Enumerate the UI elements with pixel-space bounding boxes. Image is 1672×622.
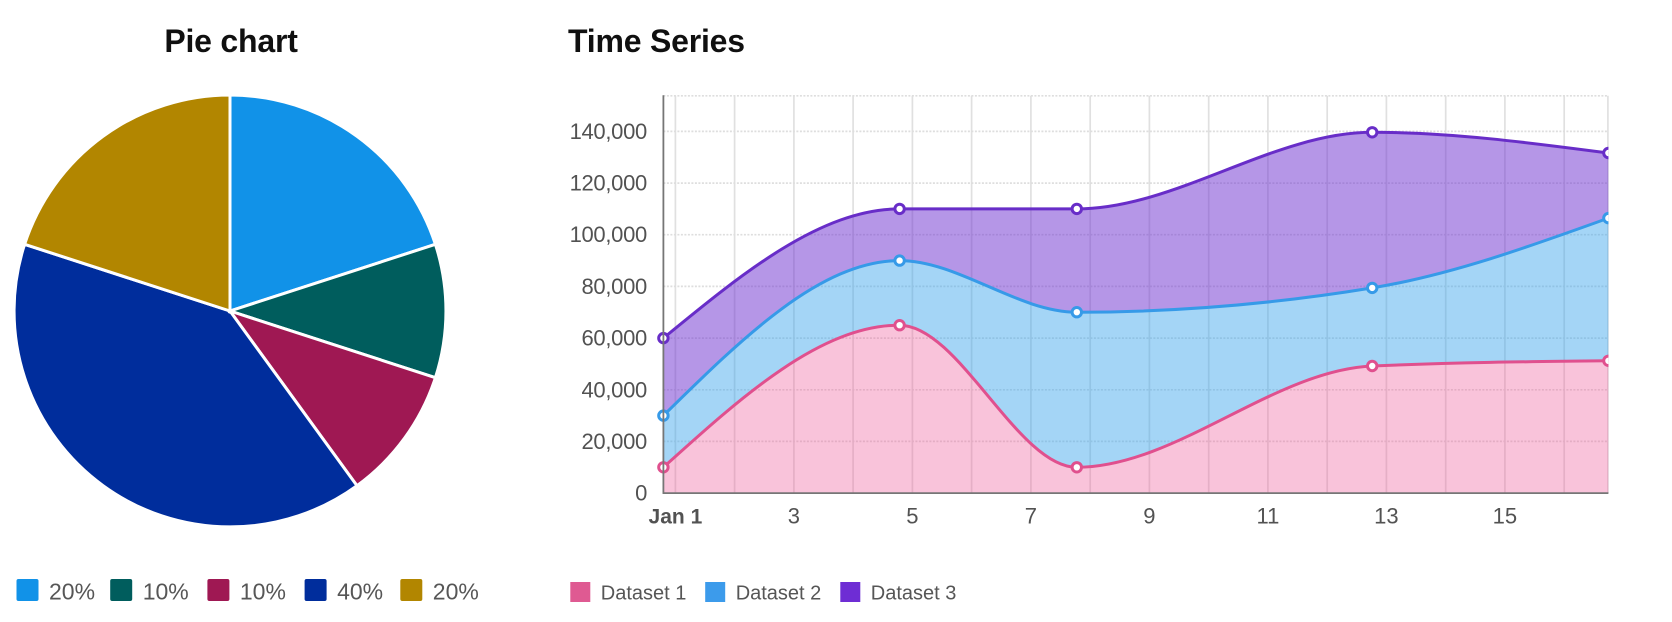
svg-text:5: 5 (906, 504, 918, 529)
svg-text:80,000: 80,000 (582, 274, 648, 299)
svg-text:20%: 20% (433, 579, 479, 605)
svg-text:60,000: 60,000 (582, 326, 648, 351)
svg-text:0: 0 (635, 481, 647, 506)
svg-text:3: 3 (788, 504, 800, 529)
svg-text:Jan 1: Jan 1 (649, 506, 703, 529)
svg-text:10%: 10% (240, 579, 286, 605)
svg-text:120,000: 120,000 (570, 171, 647, 196)
svg-text:Pie chart: Pie chart (164, 23, 298, 59)
svg-text:9: 9 (1143, 504, 1155, 529)
svg-text:Dataset 1: Dataset 1 (601, 583, 687, 605)
svg-text:15: 15 (1493, 504, 1517, 529)
svg-text:11: 11 (1256, 504, 1279, 529)
svg-text:40,000: 40,000 (582, 377, 648, 402)
svg-text:Dataset 3: Dataset 3 (871, 583, 957, 605)
svg-text:140,000: 140,000 (570, 119, 647, 144)
svg-text:10%: 10% (143, 579, 189, 605)
svg-text:13: 13 (1374, 504, 1398, 529)
svg-text:20%: 20% (49, 579, 95, 605)
svg-text:40%: 40% (337, 579, 383, 605)
svg-text:7: 7 (1025, 504, 1037, 529)
svg-text:Time Series: Time Series (568, 23, 745, 59)
svg-text:Dataset 2: Dataset 2 (736, 583, 822, 605)
svg-text:100,000: 100,000 (570, 222, 647, 247)
svg-text:20,000: 20,000 (582, 429, 648, 454)
